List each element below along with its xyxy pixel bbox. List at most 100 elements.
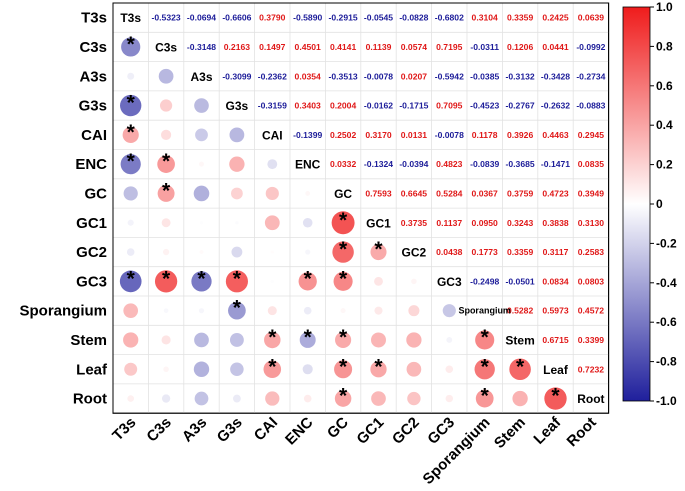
circle-leaf-gc2: [406, 361, 422, 377]
significance-star: *: [516, 355, 525, 378]
circle-stem-gc3: [446, 337, 453, 343]
circle-leaf-enc: [302, 364, 313, 375]
circle-sporangium-t3s: [123, 303, 139, 318]
value-sporangium-stem: 0.5282: [507, 306, 534, 316]
row-label-stem: Stem: [70, 332, 107, 349]
row-label-enc: ENC: [75, 156, 107, 173]
significance-markers: * * * * * * * * * * * * * * * * * * * * * * * * * * * *: [127, 33, 561, 408]
significance-star: *: [481, 326, 490, 349]
circle-leaf-t3s: [124, 362, 138, 376]
significance-star: *: [339, 355, 348, 378]
colorbar-tick-label: -1.0: [656, 394, 677, 408]
row-label-leaf: Leaf: [76, 361, 108, 378]
row-label-sporangium: Sporangium: [19, 303, 107, 320]
value-enc-gc2: -0.0394: [399, 159, 428, 169]
significance-star: *: [127, 121, 136, 144]
row-label-g3s: G3s: [79, 98, 107, 115]
value-sporangium-root: 0.4572: [578, 306, 605, 316]
circle-stem-gc2: [406, 332, 422, 348]
value-gc3-sporangium: -0.2498: [470, 276, 499, 286]
circle-gc1-cai: [264, 215, 280, 231]
row-label-root: Root: [73, 391, 107, 408]
circle-a3s-t3s: [127, 72, 135, 80]
circle-sporangium-enc: [303, 306, 312, 315]
diag-label-cai: CAI: [262, 128, 283, 142]
row-labels: T3s C3s A3s G3s CAI ENC GC GC1 GC2 GC3 Sporangium S…: [19, 10, 108, 408]
value-sporangium-leaf: 0.5973: [542, 306, 569, 316]
circle-root-gc2: [407, 391, 421, 406]
value-stem-leaf: 0.6715: [542, 335, 569, 345]
row-label-gc2: GC2: [76, 244, 107, 261]
value-gc1-root: 0.3130: [578, 218, 605, 228]
significance-star: *: [339, 209, 348, 232]
value-t3s-gc1: -0.0545: [364, 13, 393, 23]
value-a3s-sporangium: -0.0385: [470, 71, 499, 81]
circle-g3s-t3s: [120, 94, 142, 117]
circle-root-cai: [265, 391, 280, 406]
circle-sporangium-gc: [340, 308, 346, 314]
row-label-gc1: GC1: [76, 215, 107, 232]
value-g3s-enc: 0.3403: [295, 101, 322, 111]
circle-leaf-gc3: [445, 365, 454, 374]
value-gc2-leaf: 0.3117: [543, 247, 569, 257]
colorbar-tick-label: -0.4: [656, 276, 677, 290]
circle-leaf-a3s: [193, 361, 210, 377]
significance-star: *: [197, 267, 206, 290]
value-t3s-g3s: -0.6606: [222, 13, 251, 23]
value-g3s-gc1: -0.0162: [364, 101, 393, 111]
circle-stem-gc: [335, 331, 352, 349]
value-gc3-leaf: 0.0834: [542, 276, 569, 286]
circle-gc2-enc: [305, 249, 311, 255]
circle-leaf-gc1: [370, 361, 387, 378]
circle-leaf-sporangium: [474, 359, 495, 380]
color-bar: [622, 6, 651, 402]
colorbar-tick-label: 0.6: [656, 79, 673, 93]
diag-label-g3s: G3s: [226, 99, 249, 113]
value-enc-stem: -0.3685: [506, 159, 535, 169]
circle-gc3-gc2: [411, 278, 417, 285]
value-enc-gc: 0.0332: [330, 159, 357, 169]
circle-gc-a3s: [193, 185, 210, 202]
circle-sporangium-g3s: [228, 301, 246, 320]
circle-gc3-t3s: [119, 270, 142, 293]
circle-root-stem: [512, 390, 528, 407]
circle-gc3-gc: [333, 271, 353, 291]
significance-star: *: [304, 267, 313, 290]
value-enc-gc3: 0.4823: [436, 159, 463, 169]
value-g3s-sporangium: -0.4523: [470, 101, 499, 111]
value-a3s-g3s: -0.3099: [222, 71, 251, 81]
value-leaf-root: 0.7232: [578, 364, 605, 374]
significance-star: *: [127, 33, 136, 56]
value-t3s-gc: -0.2915: [329, 13, 358, 23]
circle-gc1-a3s: [199, 221, 204, 225]
diag-label-stem: Stem: [505, 333, 534, 347]
value-gc-gc3: 0.5284: [436, 188, 463, 198]
significance-star: *: [233, 267, 242, 290]
value-gc1-leaf: 0.3838: [542, 218, 569, 228]
row-label-cai: CAI: [81, 127, 107, 144]
circle-gc3-gc1: [374, 276, 383, 286]
significance-star: *: [551, 385, 560, 408]
value-gc2-sporangium: 0.1773: [472, 247, 499, 257]
diag-label-leaf: Leaf: [543, 363, 569, 377]
circle-enc-c3s: [157, 155, 175, 173]
circle-sporangium-gc3: [442, 304, 456, 318]
colorbar-tick-label: 0.2: [656, 158, 673, 172]
colorbar-tick-label: 0: [656, 197, 663, 211]
circle-enc-cai: [267, 159, 278, 170]
circle-root-sporangium: [475, 389, 494, 408]
value-gc1-gc2: 0.3735: [401, 218, 428, 228]
value-g3s-gc3: 0.7095: [436, 101, 463, 111]
value-enc-root: 0.0835: [578, 159, 605, 169]
circle-stem-gc1: [371, 332, 386, 348]
circle-stem-g3s: [229, 333, 244, 347]
value-c3s-gc2: 0.0574: [401, 42, 428, 52]
circle-leaf-c3s: [163, 366, 169, 373]
value-cai-enc: -0.1399: [293, 130, 322, 140]
circle-stem-cai: [264, 331, 281, 349]
matrix-grid: [112, 2, 610, 414]
value-a3s-gc2: 0.0207: [401, 71, 428, 81]
value-stem-root: 0.3399: [578, 335, 605, 345]
circle-cai-a3s: [195, 128, 208, 142]
